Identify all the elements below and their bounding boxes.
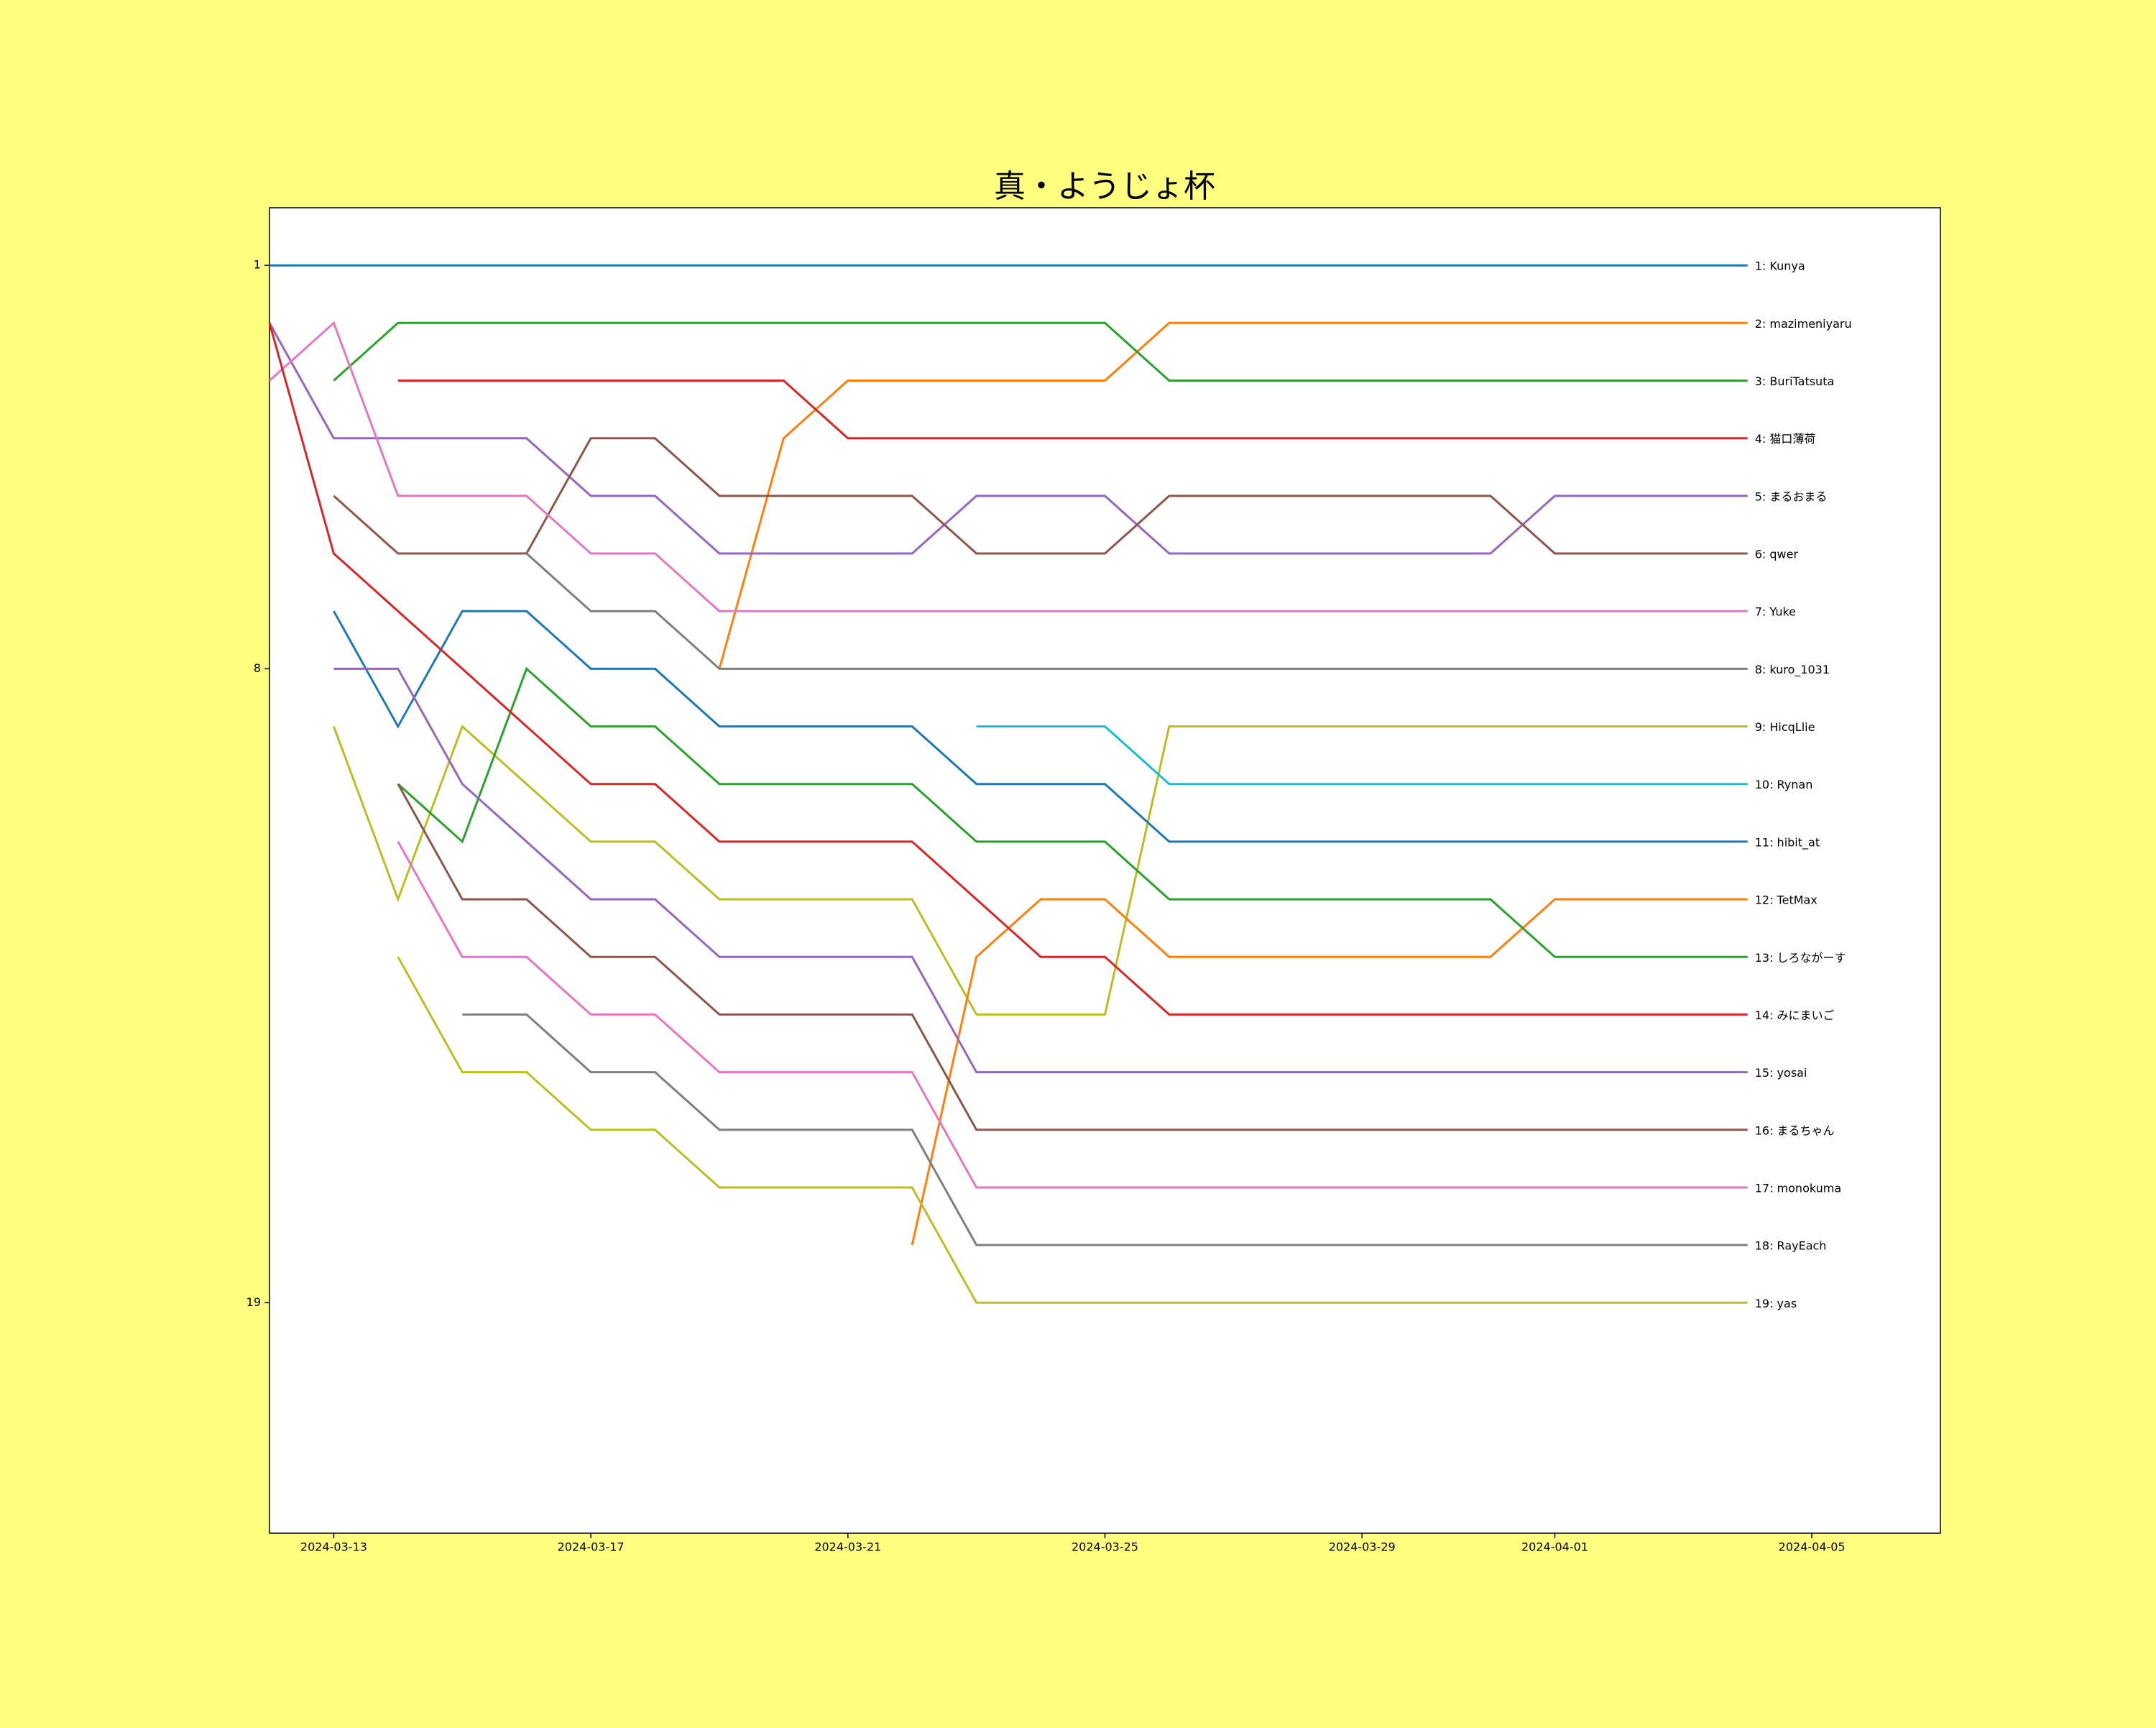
series-line — [268, 322, 1748, 1016]
series-label: 11: hibit_at — [1755, 835, 1820, 850]
series-line — [333, 610, 1748, 843]
series-label: 5: まるおまる — [1755, 490, 1828, 503]
series-label: 17: monokuma — [1755, 1181, 1841, 1195]
series-line — [718, 321, 1748, 669]
x-tick-label: 2024-03-25 — [1072, 1540, 1138, 1554]
series-label: 14: みにまいご — [1755, 1008, 1835, 1022]
series-line — [268, 321, 1748, 612]
series-line — [397, 666, 1748, 958]
plot-area — [269, 207, 1941, 1534]
series-label: 9: HicqLlie — [1755, 720, 1815, 734]
series-label: 18: RayEach — [1755, 1239, 1827, 1253]
series-label: 10: Rynan — [1755, 778, 1813, 791]
series-line — [332, 725, 1748, 1016]
x-tick-label: 2024-03-21 — [814, 1540, 881, 1554]
x-tick-label: 2024-04-01 — [1521, 1540, 1588, 1554]
series-label: 12: TetMax — [1755, 893, 1818, 907]
series-line — [525, 552, 1748, 670]
series-line — [268, 322, 1748, 555]
series-label: 15: yosai — [1755, 1066, 1807, 1080]
y-tick-label: 1 — [254, 258, 261, 272]
series-line — [976, 725, 1748, 786]
series-label: 1: Kunya — [1755, 259, 1805, 273]
series-line — [397, 783, 1748, 1131]
series-line — [333, 321, 1748, 382]
y-tick-label: 19 — [247, 1295, 261, 1309]
series-label: 19: yas — [1755, 1297, 1797, 1310]
x-tick-label: 2024-03-29 — [1329, 1540, 1396, 1554]
series-line — [397, 956, 1748, 1304]
series-label: 2: mazimeniyaru — [1755, 317, 1852, 331]
series-line — [397, 380, 1748, 440]
x-tick-label: 2024-03-13 — [300, 1540, 367, 1554]
series-line — [333, 667, 1748, 1074]
chart-title: 真・ようじょ杯 — [994, 168, 1215, 205]
series-label: 6: qwer — [1755, 548, 1799, 561]
series-label: 4: 猫口薄荷 — [1755, 432, 1816, 446]
series-label: 3: BuriTatsuta — [1755, 374, 1835, 388]
x-tick-label: 2024-04-05 — [1779, 1540, 1846, 1554]
y-tick-label: 8 — [254, 661, 261, 675]
series-line — [462, 1013, 1748, 1246]
series-line — [333, 437, 1748, 555]
series-label: 13: しろながーす — [1755, 951, 1846, 965]
series-line — [911, 898, 1748, 1246]
series-line — [397, 841, 1748, 1189]
series-label: 16: まるちゃん — [1755, 1123, 1835, 1137]
series-label: 7: Yuke — [1755, 605, 1796, 619]
series-label: 8: kuro_1031 — [1755, 663, 1830, 677]
x-tick-label: 2024-03-17 — [558, 1540, 625, 1554]
